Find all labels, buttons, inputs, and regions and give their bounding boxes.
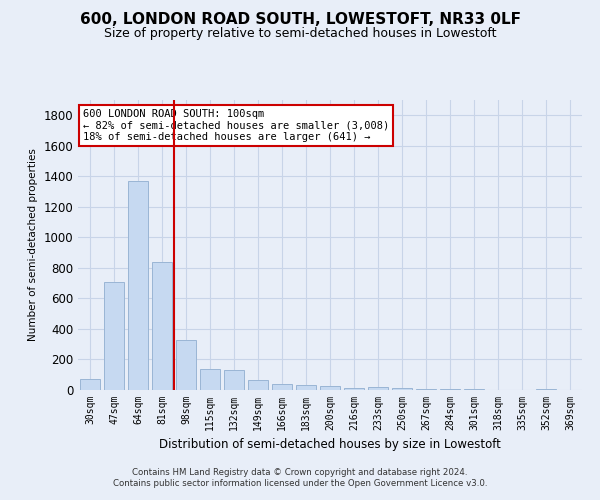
Bar — [344, 388, 364, 390]
X-axis label: Distribution of semi-detached houses by size in Lowestoft: Distribution of semi-detached houses by … — [159, 438, 501, 452]
Bar — [416, 389, 436, 390]
Bar — [152, 262, 172, 390]
Bar — [440, 389, 460, 390]
Bar — [536, 389, 556, 390]
Bar — [224, 370, 244, 390]
Bar — [128, 181, 148, 390]
Bar — [296, 384, 316, 390]
Text: Contains HM Land Registry data © Crown copyright and database right 2024.
Contai: Contains HM Land Registry data © Crown c… — [113, 468, 487, 487]
Text: Size of property relative to semi-detached houses in Lowestoft: Size of property relative to semi-detach… — [104, 28, 496, 40]
Bar — [464, 389, 484, 390]
Bar — [272, 384, 292, 390]
Text: 600, LONDON ROAD SOUTH, LOWESTOFT, NR33 0LF: 600, LONDON ROAD SOUTH, LOWESTOFT, NR33 … — [79, 12, 521, 28]
Bar — [248, 380, 268, 390]
Bar — [80, 378, 100, 390]
Bar — [392, 388, 412, 390]
Text: 600 LONDON ROAD SOUTH: 100sqm
← 82% of semi-detached houses are smaller (3,008)
: 600 LONDON ROAD SOUTH: 100sqm ← 82% of s… — [83, 108, 389, 142]
Y-axis label: Number of semi-detached properties: Number of semi-detached properties — [28, 148, 38, 342]
Bar — [200, 368, 220, 390]
Bar — [368, 387, 388, 390]
Bar — [104, 282, 124, 390]
Bar — [320, 386, 340, 390]
Bar — [176, 340, 196, 390]
